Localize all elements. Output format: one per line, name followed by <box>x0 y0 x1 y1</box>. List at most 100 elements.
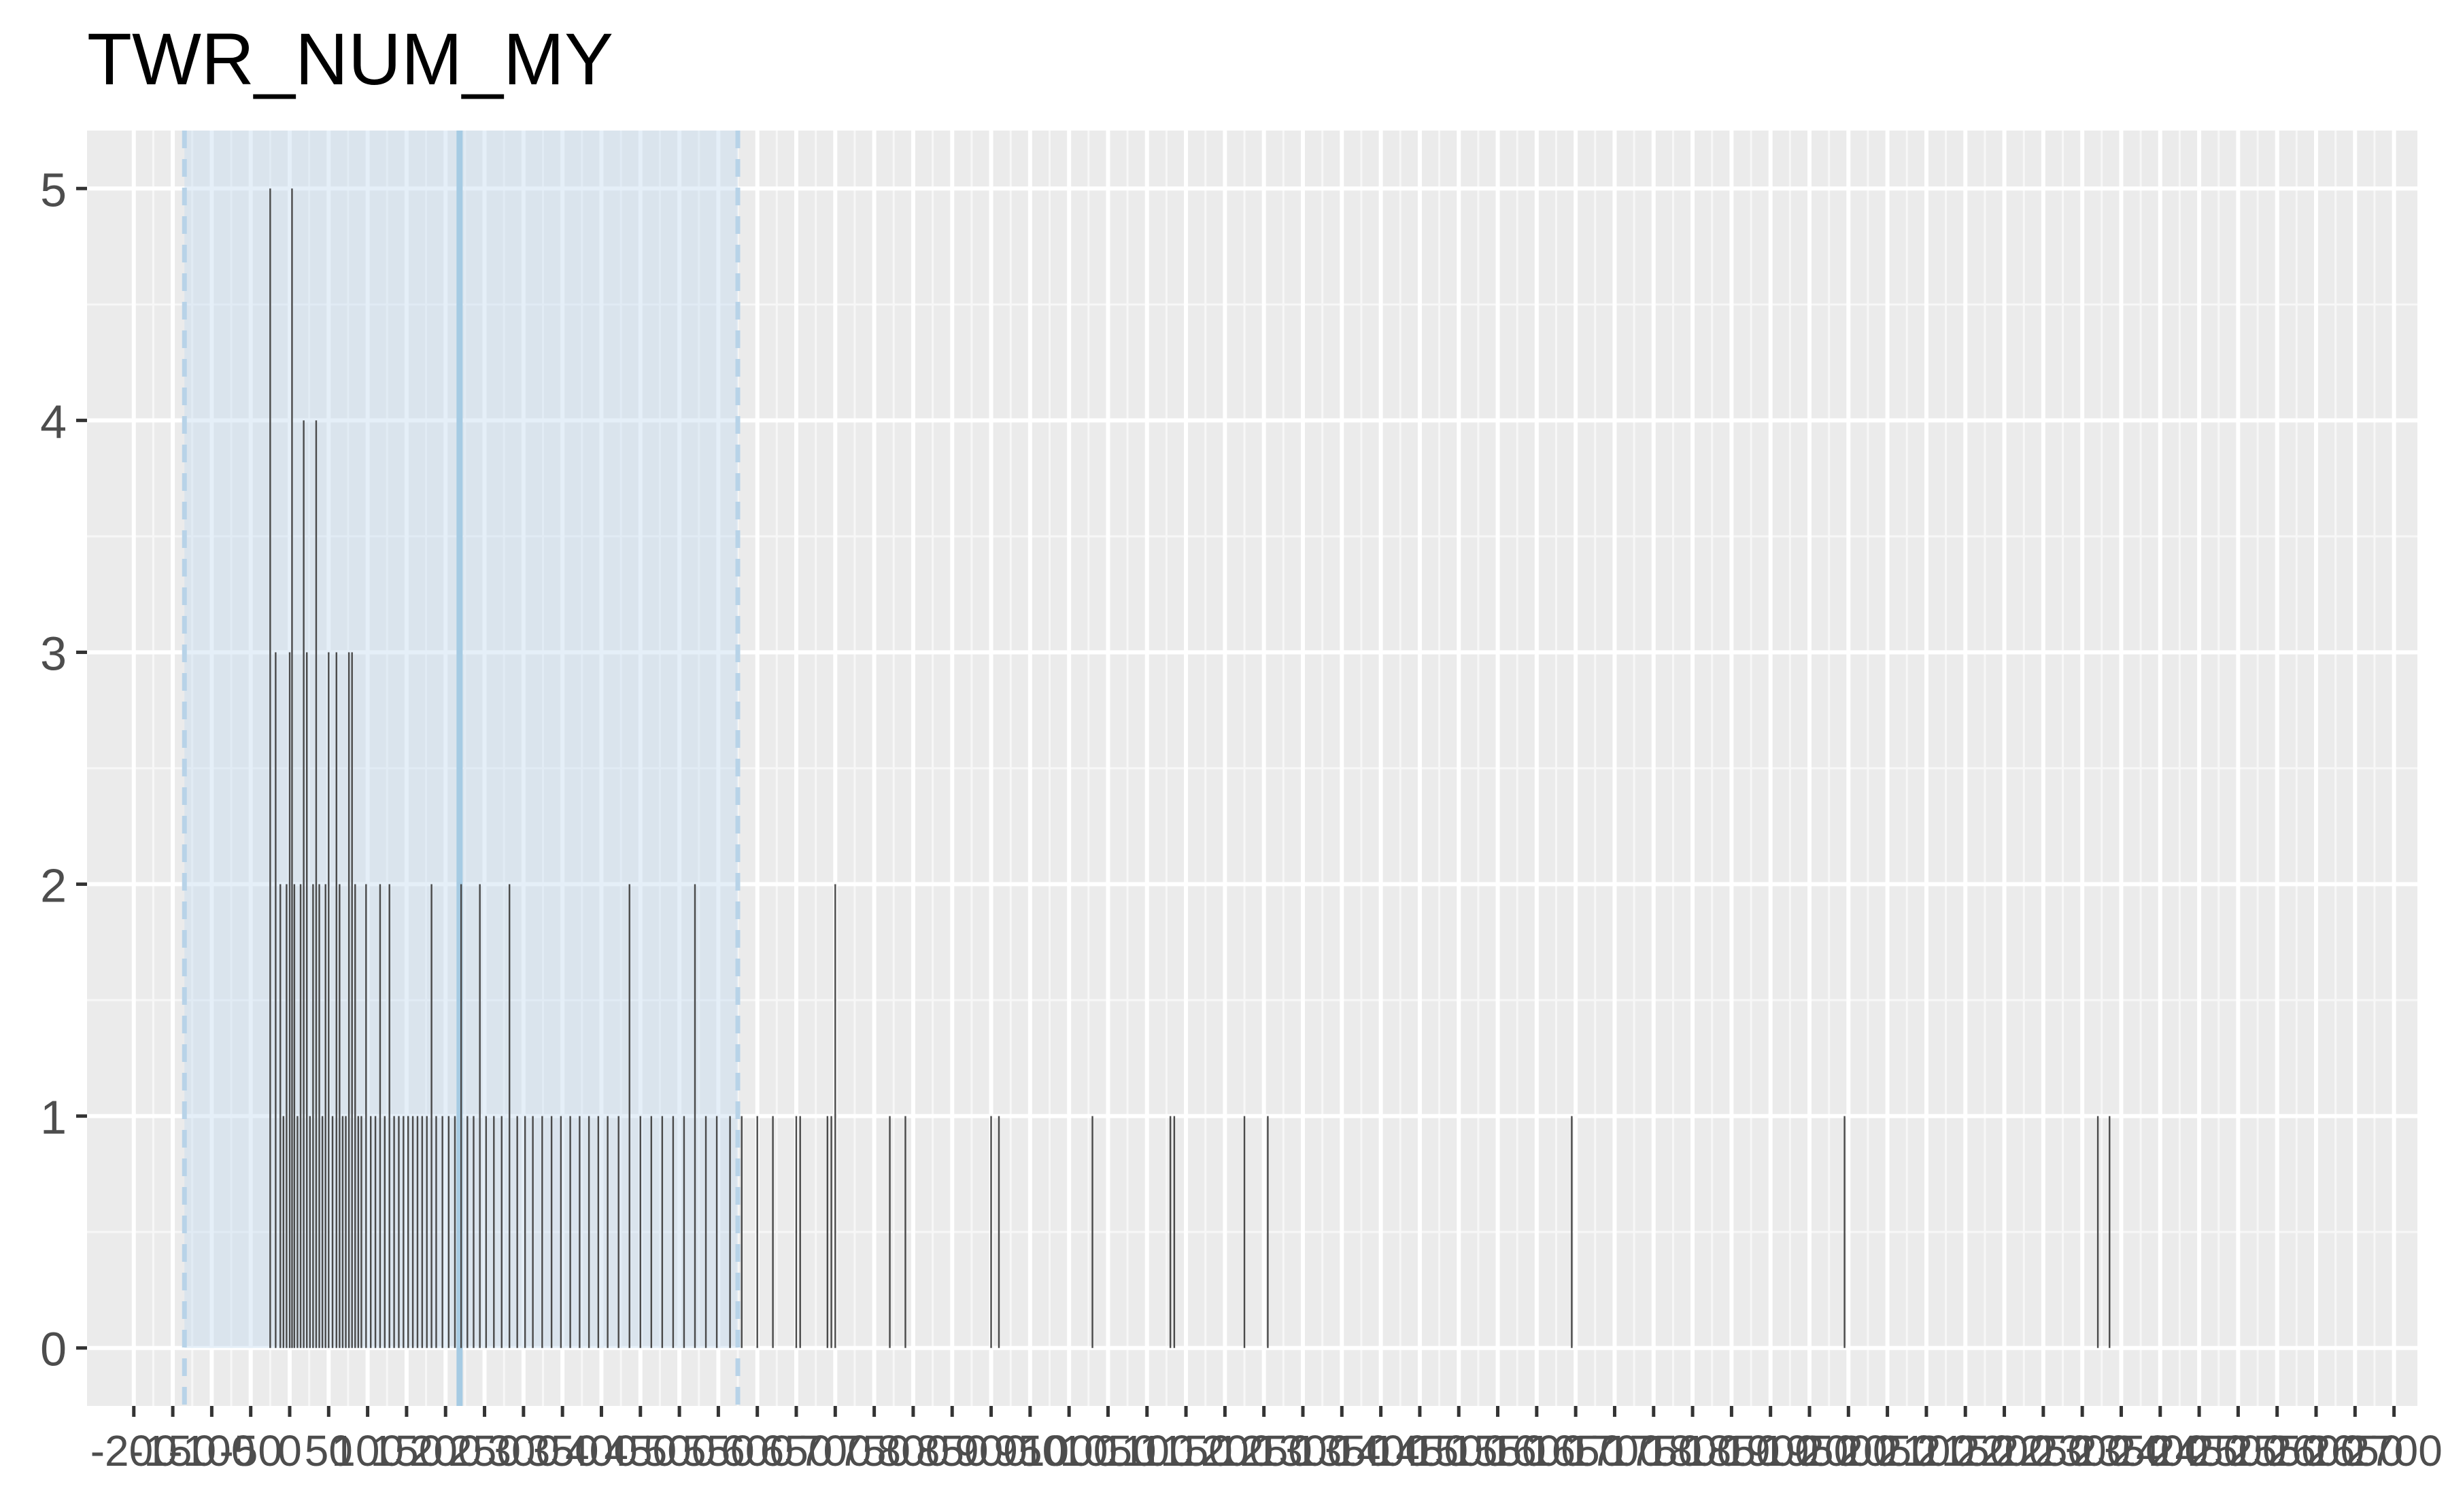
bar <box>384 1116 386 1348</box>
x-tick-label: -50 <box>219 1426 282 1475</box>
bar <box>354 884 356 1348</box>
bar <box>795 1116 798 1348</box>
x-tick-label: 2250 <box>1995 1426 2092 1475</box>
bar <box>421 1116 424 1348</box>
bar <box>303 420 305 1348</box>
bar <box>365 884 367 1348</box>
x-tick-label: -100 <box>168 1426 255 1475</box>
bar <box>704 1116 707 1348</box>
bar <box>541 1116 543 1348</box>
bar <box>296 1116 299 1348</box>
plot-panel <box>87 131 2417 1406</box>
x-tick-label: 2550 <box>2229 1426 2326 1475</box>
x-tick-label: 1100 <box>1100 1426 1194 1475</box>
x-tick-label: 1750 <box>1605 1426 1702 1475</box>
bar-layer <box>269 188 2111 1348</box>
bar <box>834 884 836 1348</box>
x-tick-label: 1650 <box>1527 1426 1624 1475</box>
bar <box>650 1116 653 1348</box>
bar <box>398 1116 400 1348</box>
x-tick-label: 1850 <box>1683 1426 1780 1475</box>
bar <box>379 884 381 1348</box>
bar <box>321 1116 324 1348</box>
x-tick-label: -200 <box>90 1426 177 1475</box>
bar <box>286 884 288 1348</box>
bar <box>500 1116 503 1348</box>
bar <box>639 1116 641 1348</box>
bar <box>1091 1116 1093 1348</box>
bar <box>339 884 341 1348</box>
bar <box>357 1116 360 1348</box>
x-tick-label: 1550 <box>1449 1426 1546 1475</box>
chart-title: TWR_NUM_MY <box>87 18 613 100</box>
x-tick-label: 900 <box>955 1426 1027 1475</box>
bar <box>466 1116 469 1348</box>
x-tick-label: 1900 <box>1722 1426 1819 1475</box>
x-tick-label: 50 <box>305 1426 353 1475</box>
bar <box>370 1116 372 1348</box>
bar <box>293 884 296 1348</box>
x-tick-label: 300 <box>487 1426 560 1475</box>
x-tick-label: 1450 <box>1372 1426 1468 1475</box>
bar <box>454 1116 456 1348</box>
x-tick-label: 500 <box>643 1426 716 1475</box>
x-tick-label: 150 <box>371 1426 443 1475</box>
bar <box>288 652 291 1348</box>
highlight-band-layer <box>182 131 741 1406</box>
x-tick-label: 650 <box>760 1426 833 1475</box>
bar <box>360 1116 362 1348</box>
bar <box>426 1116 428 1348</box>
bar <box>1243 1116 1246 1348</box>
bar <box>998 1116 1000 1348</box>
x-tick-label: 2350 <box>2073 1426 2169 1475</box>
bar <box>579 1116 581 1348</box>
x-tick-label: 400 <box>565 1426 638 1475</box>
x-tick-label: 2150 <box>1917 1426 2013 1475</box>
y-tick-label: 4 <box>40 395 67 448</box>
bar <box>479 884 481 1348</box>
bar <box>328 652 330 1348</box>
bar <box>324 884 326 1348</box>
bar <box>473 1116 475 1348</box>
bar <box>279 884 282 1348</box>
bar <box>315 420 318 1348</box>
x-tick-label: 850 <box>916 1426 989 1475</box>
bar <box>493 1116 495 1348</box>
bar <box>560 1116 562 1348</box>
bar <box>416 1116 419 1348</box>
bar <box>741 1116 743 1348</box>
bar <box>291 188 293 1348</box>
bar <box>403 1116 405 1348</box>
bar <box>2109 1116 2111 1348</box>
bar <box>485 1116 488 1348</box>
bar <box>374 1116 377 1348</box>
bar <box>1169 1116 1172 1348</box>
bar <box>990 1116 992 1348</box>
x-tick-label: 750 <box>838 1426 911 1475</box>
x-tick-label: 1150 <box>1139 1426 1233 1475</box>
bar <box>347 652 350 1348</box>
x-tick-label: 1950 <box>1761 1426 1858 1475</box>
x-tick-label: 2700 <box>2345 1426 2442 1475</box>
bar <box>407 1116 409 1348</box>
y-tick-label: 5 <box>40 163 67 216</box>
x-tick-label: 2500 <box>2190 1426 2286 1475</box>
x-tick-label: 700 <box>799 1426 872 1475</box>
bar <box>1267 1116 1269 1348</box>
bar <box>345 1116 347 1348</box>
bar <box>683 1116 685 1348</box>
bar <box>607 1116 609 1348</box>
bar <box>309 1116 311 1348</box>
bar <box>524 1116 526 1348</box>
bar <box>628 884 630 1348</box>
x-tick-label: -150 <box>129 1426 216 1475</box>
x-tick-label: 550 <box>682 1426 755 1475</box>
x-tick-label: 2300 <box>2034 1426 2130 1475</box>
bar <box>318 884 320 1348</box>
x-tick-label: 2050 <box>1839 1426 1935 1475</box>
bar <box>282 1116 285 1348</box>
y-tick-label: 1 <box>40 1091 67 1144</box>
bar <box>269 188 271 1348</box>
